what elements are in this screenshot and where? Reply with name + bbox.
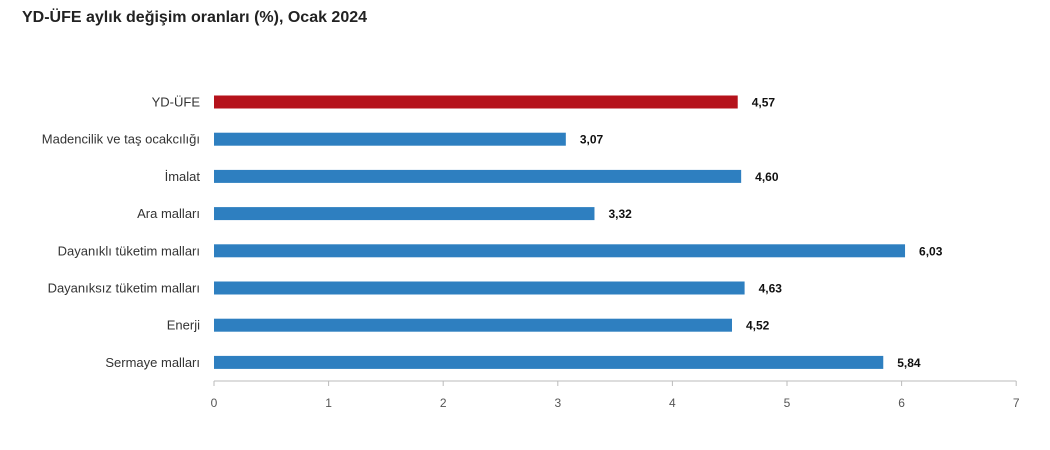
value-label-2: 4,60 <box>755 170 779 184</box>
chart-title: YD-ÜFE aylık değişim oranları (%), Ocak … <box>22 9 368 26</box>
category-label-4: Dayanıklı tüketim malları <box>58 243 200 258</box>
bar-1 <box>214 132 566 146</box>
value-label-4: 6,03 <box>919 244 943 258</box>
category-label-0: YD-ÜFE <box>152 95 201 110</box>
value-label-7: 5,84 <box>897 356 921 370</box>
bar-7 <box>214 355 884 369</box>
x-tick-label-2: 2 <box>440 396 447 410</box>
x-tick-label-7: 7 <box>1013 396 1020 410</box>
value-label-5: 4,63 <box>759 282 783 296</box>
value-label-6: 4,52 <box>746 319 770 333</box>
x-tick-label-1: 1 <box>325 396 332 410</box>
category-labels-group: YD-ÜFE Madencilik ve taş ocakcılığı İmalat… <box>42 95 201 370</box>
x-tick-label-0: 0 <box>211 396 218 410</box>
category-label-2: İmalat <box>165 169 201 184</box>
bars-group <box>214 95 906 369</box>
x-tick-label-4: 4 <box>669 396 676 410</box>
category-label-5: Dayanıksız tüketim malları <box>48 281 200 296</box>
bar-6 <box>214 318 732 332</box>
x-axis: 0 1 2 3 4 5 6 7 <box>211 380 1020 410</box>
bar-5 <box>214 281 745 295</box>
bar-4 <box>214 244 906 258</box>
category-label-1: Madencilik ve taş ocakcılığı <box>42 132 200 147</box>
value-label-3: 3,32 <box>608 207 632 221</box>
x-tick-label-6: 6 <box>898 396 905 410</box>
bar-3 <box>214 207 595 221</box>
category-label-7: Sermaye malları <box>105 355 200 370</box>
value-label-0: 4,57 <box>752 96 776 110</box>
category-label-3: Ara malları <box>137 206 200 221</box>
category-label-6: Enerji <box>167 318 200 333</box>
bar-0 <box>214 95 738 109</box>
bar-2 <box>214 169 742 183</box>
value-labels-group: 4,57 3,07 4,60 3,32 6,03 4,63 4,52 5,84 <box>580 96 943 370</box>
value-label-1: 3,07 <box>580 133 604 147</box>
x-tick-label-5: 5 <box>784 396 791 410</box>
x-tick-label-3: 3 <box>554 396 561 410</box>
